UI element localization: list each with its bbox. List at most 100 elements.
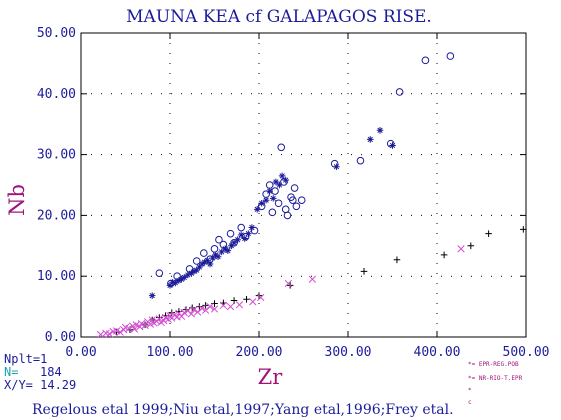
data-point-circle xyxy=(395,88,404,96)
data-point-plus xyxy=(211,300,218,307)
data-point-cross xyxy=(308,275,317,283)
data-point-asterisk xyxy=(282,176,289,184)
data-point-circle xyxy=(200,249,208,257)
y-tick-label: 50.00 xyxy=(37,26,76,41)
x-tick-label: 100.00 xyxy=(147,345,194,360)
data-point-asterisk xyxy=(172,279,179,287)
data-point-asterisk xyxy=(230,239,238,247)
data-point-asterisk xyxy=(228,242,235,250)
series-asterisk-markers xyxy=(148,126,396,299)
data-point-plus xyxy=(393,256,401,264)
x-tick-label: 500.00 xyxy=(503,345,550,360)
data-point-asterisk xyxy=(333,163,340,171)
nplt-label: Nplt=1 xyxy=(4,352,47,366)
data-point-plus xyxy=(113,328,120,336)
data-point-asterisk xyxy=(204,257,211,264)
data-point-asterisk xyxy=(193,266,200,274)
data-point-cross xyxy=(219,301,228,310)
references-footer: Regelous etal 1999;Niu etal,1997;Yang et… xyxy=(32,402,454,418)
data-point-asterisk xyxy=(253,206,261,213)
x-tick-label: 400.00 xyxy=(414,345,461,360)
data-point-cross xyxy=(130,325,139,333)
data-point-cross xyxy=(180,309,188,317)
chart-title: MAUNA KEA cf GALAPAGOS RISE. xyxy=(126,7,432,27)
data-point-asterisk xyxy=(376,126,384,134)
data-point-circle xyxy=(281,205,290,214)
y-tick-label: 30.00 xyxy=(37,148,76,163)
data-point-asterisk xyxy=(175,277,183,284)
data-point-cross xyxy=(137,319,146,328)
plot-frame xyxy=(80,32,527,338)
data-point-cross xyxy=(105,330,114,338)
data-point-asterisk xyxy=(272,178,280,186)
data-point-cross xyxy=(155,315,163,323)
data-point-circle xyxy=(289,196,297,204)
series-circle-markers xyxy=(155,52,455,288)
data-point-asterisk xyxy=(190,268,198,275)
data-point-circle xyxy=(268,208,277,217)
data-point-plus xyxy=(440,251,448,259)
data-point-asterisk xyxy=(234,236,241,244)
data-point-asterisk xyxy=(241,235,249,242)
legend-item-1: *= EPR-REG.POB xyxy=(468,361,519,368)
data-point-asterisk xyxy=(389,142,396,149)
data-point-cross xyxy=(187,310,196,318)
data-point-circle xyxy=(185,265,194,273)
data-point-asterisk xyxy=(178,275,185,283)
x-axis-ticks: 0.00 100.00 200.00 300.00 400.00 500.00 xyxy=(65,33,549,360)
data-point-plus xyxy=(360,268,368,275)
data-points xyxy=(96,52,527,339)
data-point-plus xyxy=(230,297,238,304)
data-point-circle xyxy=(173,272,181,281)
grid-lines xyxy=(81,33,526,337)
data-point-plus xyxy=(467,242,475,250)
data-point-cross xyxy=(284,279,293,288)
y-tick-label: 10.00 xyxy=(37,269,76,284)
x-tick-label: 200.00 xyxy=(236,345,283,360)
data-point-asterisk xyxy=(201,258,209,266)
y-axis-label: Nb xyxy=(5,184,29,216)
legend-item-2: *= NR-RIO-T.EPR xyxy=(468,375,523,382)
x-axis-label: Zr xyxy=(258,365,284,389)
data-point-asterisk xyxy=(169,278,176,286)
data-point-circle xyxy=(274,199,283,208)
data-point-circle xyxy=(265,181,274,189)
data-point-cross xyxy=(206,302,214,311)
data-point-circle xyxy=(215,235,223,244)
data-point-circle xyxy=(356,156,365,165)
xy-ratio: X/Y= 14.29 xyxy=(4,378,76,392)
data-point-plus xyxy=(485,230,492,237)
data-point-asterisk xyxy=(218,248,225,256)
data-point-cross xyxy=(190,305,198,314)
data-point-circle xyxy=(421,56,430,65)
data-point-asterisk xyxy=(262,196,270,204)
data-point-cross xyxy=(226,302,235,311)
n-label: N= xyxy=(4,365,18,379)
data-point-cross xyxy=(193,308,202,316)
data-point-circle xyxy=(297,196,306,204)
data-point-asterisk xyxy=(214,253,222,261)
y-tick-label: 0.00 xyxy=(45,330,76,345)
data-point-plus xyxy=(243,296,250,303)
data-point-asterisk xyxy=(366,136,374,143)
legend-marker-3: * xyxy=(468,387,472,394)
data-point-cross xyxy=(198,304,206,313)
data-point-asterisk xyxy=(237,231,245,239)
y-tick-label: 40.00 xyxy=(37,87,76,102)
data-point-asterisk xyxy=(266,187,273,195)
data-point-asterisk xyxy=(196,263,203,271)
n-value: 184 xyxy=(40,365,62,379)
data-point-circle xyxy=(210,245,219,253)
data-point-asterisk xyxy=(224,247,232,254)
data-point-cross xyxy=(457,245,465,253)
data-point-asterisk xyxy=(278,172,286,180)
data-point-circle xyxy=(283,211,292,220)
data-point-circle xyxy=(446,52,455,60)
data-point-cross xyxy=(249,298,257,306)
data-point-cross xyxy=(235,301,244,309)
data-point-circle xyxy=(292,202,301,211)
data-point-cross xyxy=(201,306,210,314)
x-tick-label: 0.00 xyxy=(65,345,96,360)
data-point-cross xyxy=(210,305,219,313)
data-point-asterisk xyxy=(188,269,195,277)
